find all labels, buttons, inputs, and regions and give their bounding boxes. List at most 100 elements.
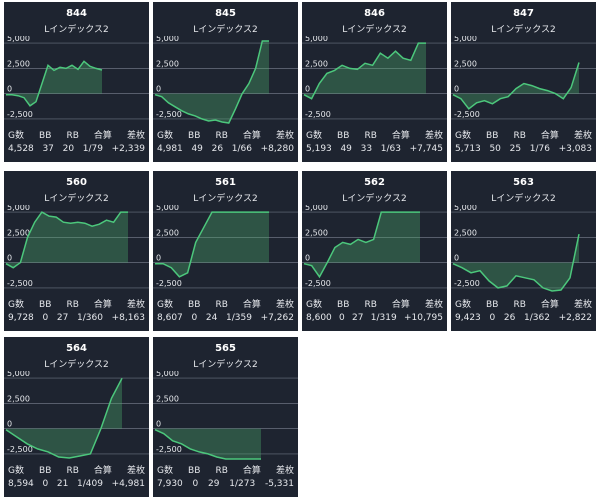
stat-header: RB [66, 466, 79, 476]
stat-header: RB [215, 131, 228, 141]
rb-value: 21 [56, 479, 69, 489]
stat-header: G数 [306, 300, 322, 310]
model-label: Lインデックス2 [44, 25, 109, 35]
stat-header: BB [486, 300, 499, 310]
rb-value: 24 [205, 313, 218, 323]
bb-value: 49 [191, 144, 203, 154]
rb-value: 27 [352, 313, 364, 323]
diff-value: +8,280 [260, 144, 294, 154]
y-tick-label: 5,000 [156, 205, 179, 212]
stat-header: 合算 [242, 466, 261, 476]
y-tick-label: -2,500 [305, 110, 331, 119]
y-tick-label: 0 [156, 254, 161, 263]
machine-card[interactable]: 564 Lインデックス2 5,000 2,500 0 -2,500 G数 BB RB 合算 差枚 8,… [4, 337, 149, 497]
stat-header: 差枚 [275, 300, 294, 310]
diff-chart: 5,000 2,500 0 -2,500 [4, 371, 149, 459]
stat-header: RB [513, 300, 526, 310]
diff-chart: 5,000 2,500 0 -2,500 [451, 205, 596, 292]
machine-card[interactable]: 560 Lインデックス2 5,000 2,500 0 -2,500 G数 BB RB 合算 差枚 9,… [4, 171, 149, 331]
combined-value: 1/362 [524, 313, 550, 323]
games-value: 5,193 [306, 144, 332, 154]
stats-table: G数 BB RB 合算 差枚 8,600 0 27 1/319 +10,795 [306, 299, 443, 325]
machine-card[interactable]: 845 Lインデックス2 5,000 2,500 0 -2,500 G数 BB RB 合算 差枚 4,… [153, 2, 298, 162]
diff-line [452, 233, 580, 292]
stat-header: RB [364, 300, 377, 310]
games-value: 8,607 [157, 313, 183, 323]
machine-card[interactable]: 563 Lインデックス2 5,000 2,500 0 -2,500 G数 BB RB 合算 差枚 9,… [451, 171, 596, 331]
diff-value: +2,822 [558, 313, 592, 323]
y-tick-label: 2,500 [7, 59, 30, 68]
bb-value: 37 [42, 144, 54, 154]
diff-area [6, 378, 122, 458]
games-value: 4,981 [157, 144, 183, 154]
diff-area [6, 61, 102, 106]
games-value: 5,713 [455, 144, 481, 154]
y-tick-label: -2,500 [7, 279, 33, 288]
diff-value: -5,331 [264, 479, 294, 489]
y-tick-label: 5,000 [454, 205, 477, 212]
stat-header: 合算 [242, 131, 261, 141]
diff-chart: 5,000 2,500 0 -2,500 [4, 205, 149, 289]
y-tick-label: 2,500 [156, 59, 179, 68]
y-tick-label: 2,500 [305, 228, 328, 237]
diff-chart: 5,000 2,500 0 -2,500 [451, 36, 596, 120]
machine-card[interactable]: 846 Lインデックス2 5,000 2,500 0 -2,500 G数 BB RB 合算 差枚 5,… [302, 2, 447, 162]
diff-chart: 5,000 2,500 0 -2,500 [302, 205, 447, 289]
games-value: 4,528 [8, 144, 34, 154]
diff-area [453, 62, 579, 109]
stat-header: G数 [8, 300, 24, 310]
model-label: Lインデックス2 [491, 194, 556, 204]
combined-value: 1/66 [231, 144, 252, 154]
stat-header: 差枚 [424, 300, 443, 310]
diff-chart: 5,000 2,500 0 -2,500 [4, 36, 149, 120]
y-tick-label: 2,500 [156, 394, 179, 403]
model-label: Lインデックス2 [193, 360, 258, 370]
y-tick-label: 2,500 [305, 59, 328, 68]
y-tick-label: -2,500 [7, 110, 33, 119]
stat-header: BB [486, 131, 499, 141]
combined-value: 1/319 [370, 313, 397, 323]
stats-table: G数 BB RB 合算 差枚 7,930 0 29 1/273 -5,331 [157, 465, 294, 491]
diff-area [155, 41, 269, 123]
y-tick-label: 5,000 [7, 36, 30, 43]
stat-header: 差枚 [126, 300, 145, 310]
machine-card[interactable]: 561 Lインデックス2 5,000 2,500 0 -2,500 G数 BB RB 合算 差枚 8,… [153, 171, 298, 331]
diff-chart: 5,000 2,500 0 -2,500 [153, 205, 298, 289]
stat-header: 差枚 [573, 131, 592, 141]
stat-header: BB [39, 300, 52, 310]
diff-line [5, 377, 123, 459]
y-tick-label: -2,500 [305, 279, 331, 288]
machine-card[interactable]: 847 Lインデックス2 5,000 2,500 0 -2,500 G数 BB RB 合算 差枚 5,… [451, 2, 596, 162]
y-tick-label: 0 [454, 85, 459, 94]
stat-header: G数 [455, 131, 471, 141]
model-label: Lインデックス2 [193, 25, 258, 35]
machine-number: 563 [513, 177, 534, 188]
y-tick-label: -2,500 [7, 445, 33, 454]
machine-number: 846 [364, 8, 385, 19]
stats-table: G数 BB RB 合算 差枚 8,594 0 21 1/409 +4,981 [8, 465, 145, 491]
y-tick-label: 5,000 [454, 36, 477, 43]
machine-card[interactable]: 844 Lインデックス2 5,000 2,500 0 -2,500 G数 BB RB 合算 差枚 4,… [4, 2, 149, 162]
rb-value: 29 [208, 479, 220, 489]
machine-card[interactable]: 565 Lインデックス2 5,000 2,500 0 -2,500 G数 BB RB 合算 差枚 7,… [153, 337, 298, 497]
stat-header: RB [364, 131, 377, 141]
model-label: Lインデックス2 [44, 194, 109, 204]
stat-header: BB [188, 131, 201, 141]
combined-value: 1/359 [226, 313, 252, 323]
diff-line [154, 429, 261, 460]
diff-value: +7,745 [409, 144, 443, 154]
y-tick-label: 5,000 [7, 371, 30, 378]
stats-table: G数 BB RB 合算 差枚 9,423 0 26 1/362 +2,822 [455, 299, 592, 325]
machine-card[interactable]: 562 Lインデックス2 5,000 2,500 0 -2,500 G数 BB RB 合算 差枚 8,… [302, 171, 447, 331]
rb-value: 25 [509, 144, 522, 154]
rb-value: 26 [503, 313, 516, 323]
diff-value: +3,083 [558, 144, 592, 154]
y-tick-label: 0 [305, 85, 310, 94]
stat-header: 差枚 [424, 131, 443, 141]
y-tick-label: -2,500 [454, 279, 480, 288]
combined-value: 1/76 [529, 144, 550, 154]
stat-header: 合算 [391, 131, 410, 141]
rb-value: 20 [62, 144, 75, 154]
diff-chart: 5,000 2,500 0 -2,500 [153, 371, 298, 460]
stat-header: RB [513, 131, 526, 141]
